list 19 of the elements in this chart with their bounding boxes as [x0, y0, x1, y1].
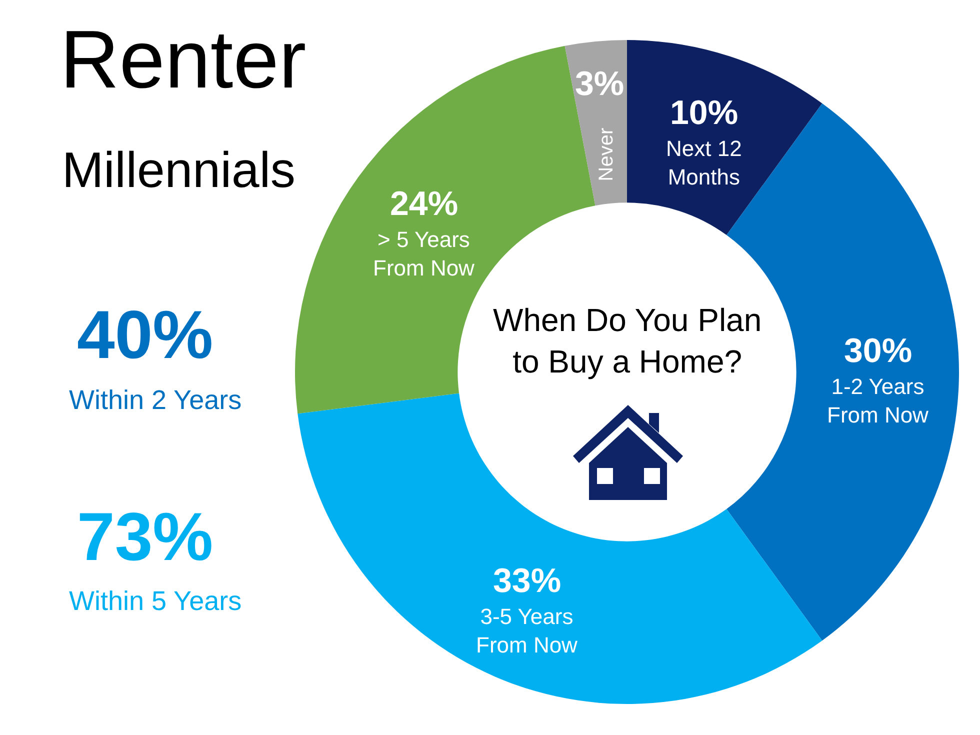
slice-label: 3-5 Years From Now — [476, 604, 578, 658]
slice-label: Next 12 Months — [666, 136, 742, 190]
slice-label: > 5 Years From Now — [373, 227, 475, 281]
text: Within 5 Years — [69, 586, 242, 616]
data-label: 3% — [575, 65, 624, 103]
data-label: 10% — [670, 94, 738, 132]
slice-label: Never — [596, 128, 618, 182]
data-label: 30% — [844, 332, 912, 370]
text: Within 2 Years — [69, 385, 242, 415]
donut-slice — [298, 393, 822, 704]
text: 40% — [77, 297, 214, 373]
text: 73% — [77, 499, 214, 575]
chart-title: Renter — [60, 14, 306, 106]
text: Millennials — [62, 142, 296, 198]
slice-label: 1-2 Years From Now — [827, 374, 929, 428]
text: When Do You Plan to Buy a Home? — [493, 302, 762, 380]
data-label: 24% — [390, 185, 458, 223]
data-label: 33% — [493, 562, 562, 600]
donut-slice — [627, 40, 822, 236]
